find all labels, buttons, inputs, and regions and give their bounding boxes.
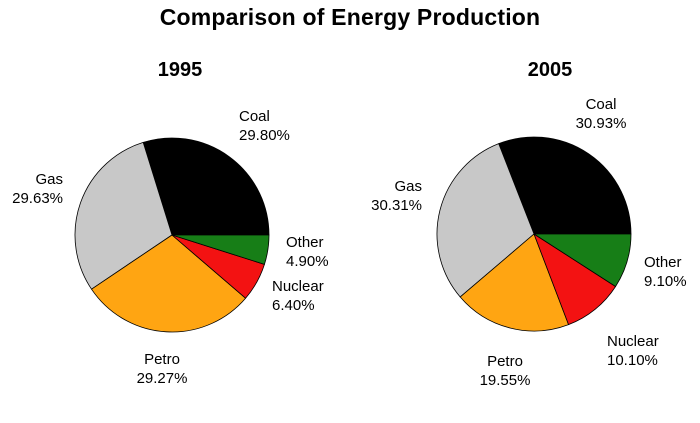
pie-2005-slice-petro xyxy=(459,233,569,332)
slice-percent: 10.10% xyxy=(607,352,658,369)
slice-name: Petro xyxy=(144,351,180,368)
slice-percent: 29.27% xyxy=(136,370,188,387)
slice-name: Other xyxy=(644,254,682,271)
figure-title: Comparison of Energy Production xyxy=(159,4,541,30)
slice-name: Other xyxy=(286,234,324,251)
slice-percent: 30.93% xyxy=(575,115,627,132)
slice-label-other-2005: Other 9.10% xyxy=(644,253,687,291)
slice-label-gas-1995: Gas 29.63% xyxy=(12,170,63,208)
pie-1995-slice-petro xyxy=(91,234,246,333)
pie-chart-2005 xyxy=(436,136,632,332)
pie-2005-year-label: 2005 xyxy=(527,59,573,81)
slice-label-coal-2005: Coal 30.93% xyxy=(576,95,627,133)
slice-label-other-1995: Other 4.90% xyxy=(286,233,329,271)
slice-name: Gas xyxy=(394,178,422,195)
slice-label-petro-1995: Petro 29.27% xyxy=(137,350,188,388)
pie-2005-slice-gas xyxy=(436,143,535,298)
slice-percent: 29.63% xyxy=(12,190,63,207)
slice-name: Nuclear xyxy=(272,278,324,295)
slice-name: Coal xyxy=(585,96,617,113)
pie-2005-slice-coal xyxy=(498,136,632,235)
pie-2005-slice-other xyxy=(533,233,632,287)
slice-percent: 30.31% xyxy=(371,197,422,214)
slice-percent: 9.10% xyxy=(644,273,687,290)
slice-label-coal-1995: Coal 29.80% xyxy=(239,107,290,145)
slice-label-petro-2005: Petro 19.55% xyxy=(480,352,531,390)
slice-label-nuclear-2005: Nuclear 10.10% xyxy=(607,332,659,370)
slice-name: Gas xyxy=(35,171,63,188)
slice-percent: 6.40% xyxy=(272,297,315,314)
slice-name: Nuclear xyxy=(607,333,659,350)
pie-1995-slice-coal xyxy=(142,137,270,236)
slice-label-gas-2005: Gas 30.31% xyxy=(371,177,422,215)
slice-percent: 29.80% xyxy=(239,127,290,144)
slice-percent: 19.55% xyxy=(479,372,531,389)
pie-1995-year-label: 1995 xyxy=(157,59,203,81)
pie-chart-1995 xyxy=(74,137,270,333)
slice-percent: 4.90% xyxy=(286,253,329,270)
slice-name: Petro xyxy=(487,353,523,370)
pie-1995-slice-gas xyxy=(74,141,173,290)
pie-1995-slice-other xyxy=(171,234,270,265)
slice-label-nuclear-1995: Nuclear 6.40% xyxy=(272,277,324,315)
slice-name: Coal xyxy=(239,108,270,125)
